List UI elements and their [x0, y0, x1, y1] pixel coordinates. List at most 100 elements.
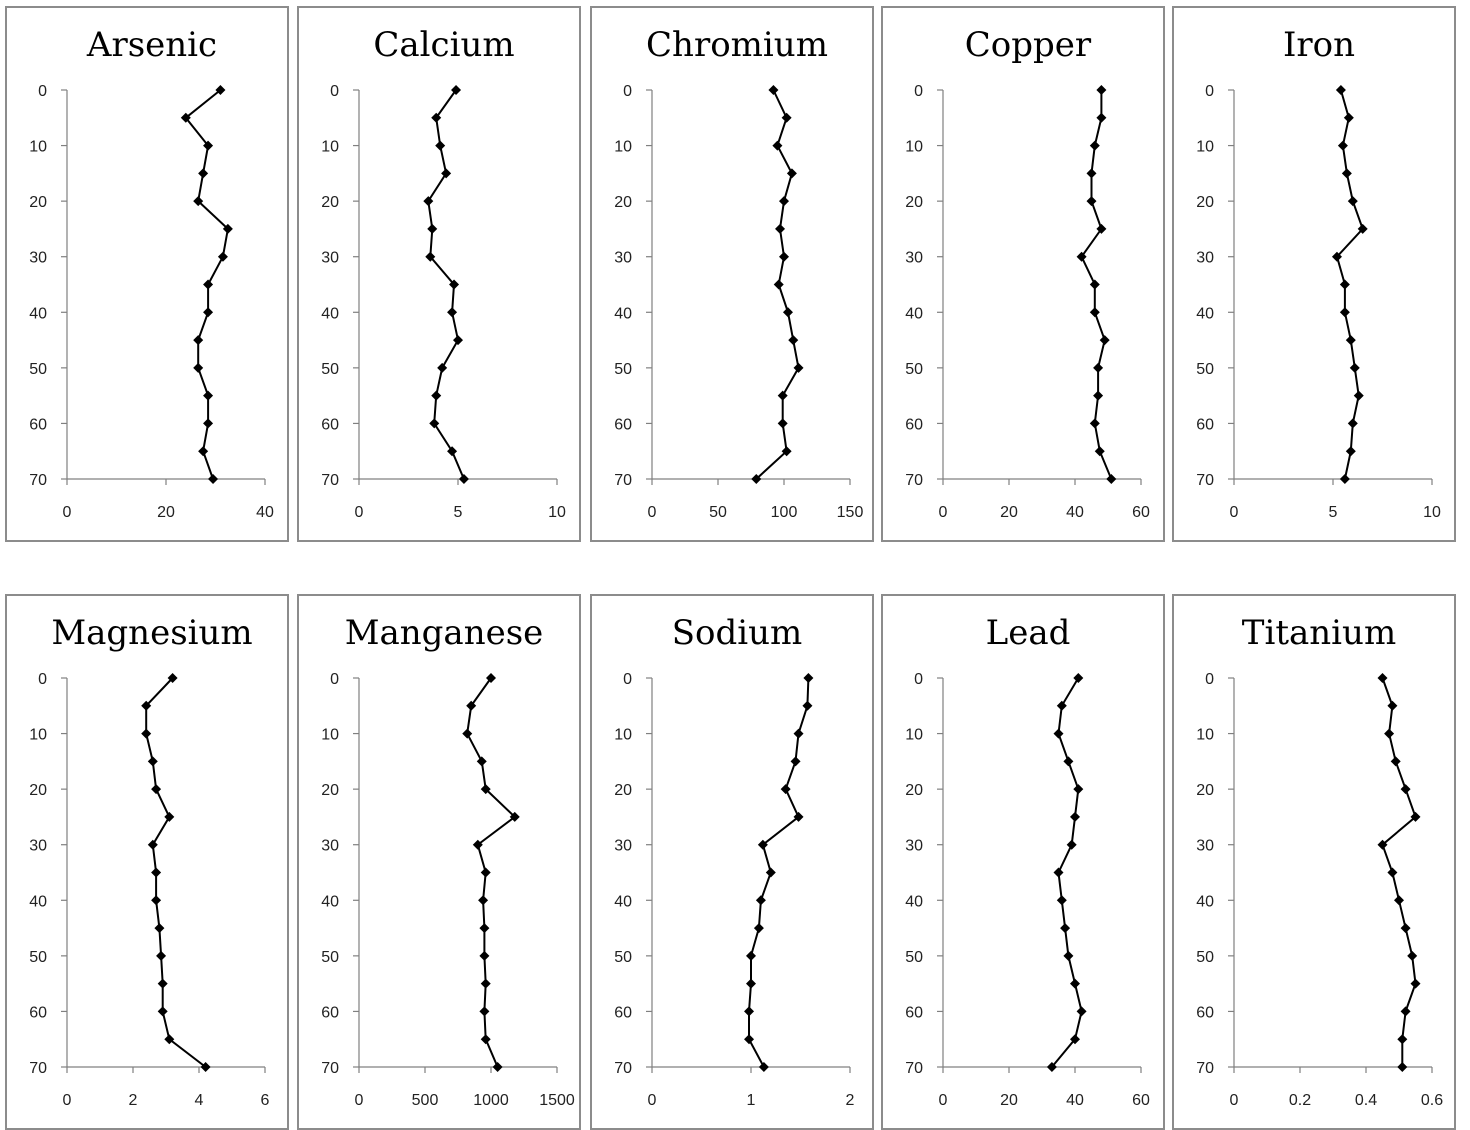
data-point	[772, 140, 783, 151]
data-point	[779, 251, 789, 262]
y-tick-label: 60	[321, 416, 339, 433]
data-point	[803, 673, 814, 683]
data-point	[1400, 1006, 1411, 1017]
y-tick-label: 10	[905, 139, 923, 156]
data-point	[492, 1062, 503, 1072]
data-point	[779, 196, 789, 207]
data-point	[441, 168, 452, 179]
y-tick-label: 20	[321, 194, 339, 211]
data-point	[1339, 474, 1350, 484]
y-tick-label: 50	[905, 949, 923, 966]
x-tick-label: 100	[771, 504, 798, 521]
chart-chromium: Chromium 0 10 20 30 40 50 60 70 0 50 100 150	[614, 25, 863, 521]
data-point	[180, 112, 191, 123]
y-tick-label: 60	[1196, 416, 1214, 433]
y-tick-label: 30	[321, 838, 339, 855]
y-tick-label: 60	[614, 416, 632, 433]
x-tick-label: 40	[256, 504, 274, 521]
y-tick-label: 40	[905, 305, 923, 322]
x-tick-label: 2	[129, 1092, 138, 1109]
x-tick-label: 10	[548, 504, 566, 521]
x-tick-label: 0	[648, 1092, 657, 1109]
y-tick-label: 30	[29, 838, 47, 855]
data-point	[1400, 784, 1411, 795]
x-tick-label: 20	[1000, 1092, 1018, 1109]
data-point	[1046, 1062, 1057, 1072]
y-tick-label: 20	[614, 194, 632, 211]
y-tick-label: 50	[321, 361, 339, 378]
x-tick-label: 60	[1132, 1092, 1150, 1109]
data-point	[1089, 307, 1100, 318]
y-tick-label: 10	[1196, 139, 1214, 156]
data-point	[447, 446, 458, 457]
y-tick-label: 0	[623, 83, 632, 100]
data-point	[802, 700, 813, 711]
data-point	[1407, 950, 1418, 961]
data-point	[466, 700, 477, 711]
data-point	[1056, 895, 1067, 906]
data-point	[1357, 223, 1368, 234]
y-tick-label: 50	[1196, 361, 1214, 378]
data-point	[755, 895, 766, 906]
chart-lead: Lead 0 10 20 30 40 50 60 70 0 20 40 60	[905, 613, 1150, 1109]
chart-title: Manganese	[345, 613, 544, 653]
data-point	[746, 978, 756, 989]
data-point	[768, 85, 779, 95]
data-point	[449, 279, 460, 290]
y-tick-label: 10	[1196, 727, 1214, 744]
x-tick-label: 5	[1329, 504, 1338, 521]
chart-title: Lead	[986, 613, 1071, 653]
data-point	[790, 756, 801, 767]
y-tick-label: 10	[321, 727, 339, 744]
data-point	[1053, 728, 1064, 739]
data-point	[1347, 418, 1358, 429]
y-tick-label: 10	[614, 727, 632, 744]
data-point	[217, 251, 228, 262]
data-point	[509, 811, 520, 822]
data-point	[141, 728, 152, 739]
x-tick-label: 0	[63, 504, 72, 521]
y-tick-label: 50	[29, 949, 47, 966]
chart-calcium: Calcium 0 10 20 30 40 50 60 70 0 5 10	[321, 25, 566, 521]
y-tick-label: 40	[29, 305, 47, 322]
data-point	[1070, 811, 1080, 822]
data-point	[203, 279, 214, 290]
y-tick-label: 30	[1196, 250, 1214, 267]
x-tick-label: 2	[846, 1092, 855, 1109]
y-tick-label: 40	[29, 893, 47, 910]
y-tick-label: 10	[905, 727, 923, 744]
data-point	[781, 112, 792, 123]
y-tick-label: 50	[614, 949, 632, 966]
chart-title: Sodium	[672, 613, 803, 653]
data-point	[788, 335, 799, 346]
y-tick-label: 30	[905, 838, 923, 855]
y-tick-label: 60	[29, 1004, 47, 1021]
data-point	[1341, 168, 1352, 179]
data-point	[431, 112, 442, 123]
y-tick-label: 0	[330, 671, 339, 688]
data-point	[157, 1006, 168, 1017]
data-point	[1349, 362, 1360, 373]
data-point	[1331, 251, 1342, 262]
y-tick-label: 30	[29, 250, 47, 267]
y-tick-label: 0	[1205, 83, 1214, 100]
x-tick-label: 1000	[473, 1092, 509, 1109]
data-point	[1410, 811, 1421, 822]
data-point	[476, 756, 487, 767]
y-tick-label: 30	[614, 838, 632, 855]
data-point	[1397, 1062, 1408, 1072]
data-point	[1060, 923, 1071, 934]
x-tick-label: 20	[157, 504, 175, 521]
data-point	[1345, 446, 1356, 457]
y-tick-label: 30	[321, 250, 339, 267]
data-point	[1086, 196, 1097, 207]
data-point	[480, 978, 491, 989]
y-tick-label: 10	[29, 727, 47, 744]
data-point	[1339, 307, 1350, 318]
y-tick-label: 40	[614, 893, 632, 910]
data-point	[435, 140, 446, 151]
data-point	[1056, 700, 1067, 711]
x-tick-label: 0	[355, 504, 364, 521]
x-tick-label: 500	[412, 1092, 439, 1109]
data-point	[427, 223, 438, 234]
